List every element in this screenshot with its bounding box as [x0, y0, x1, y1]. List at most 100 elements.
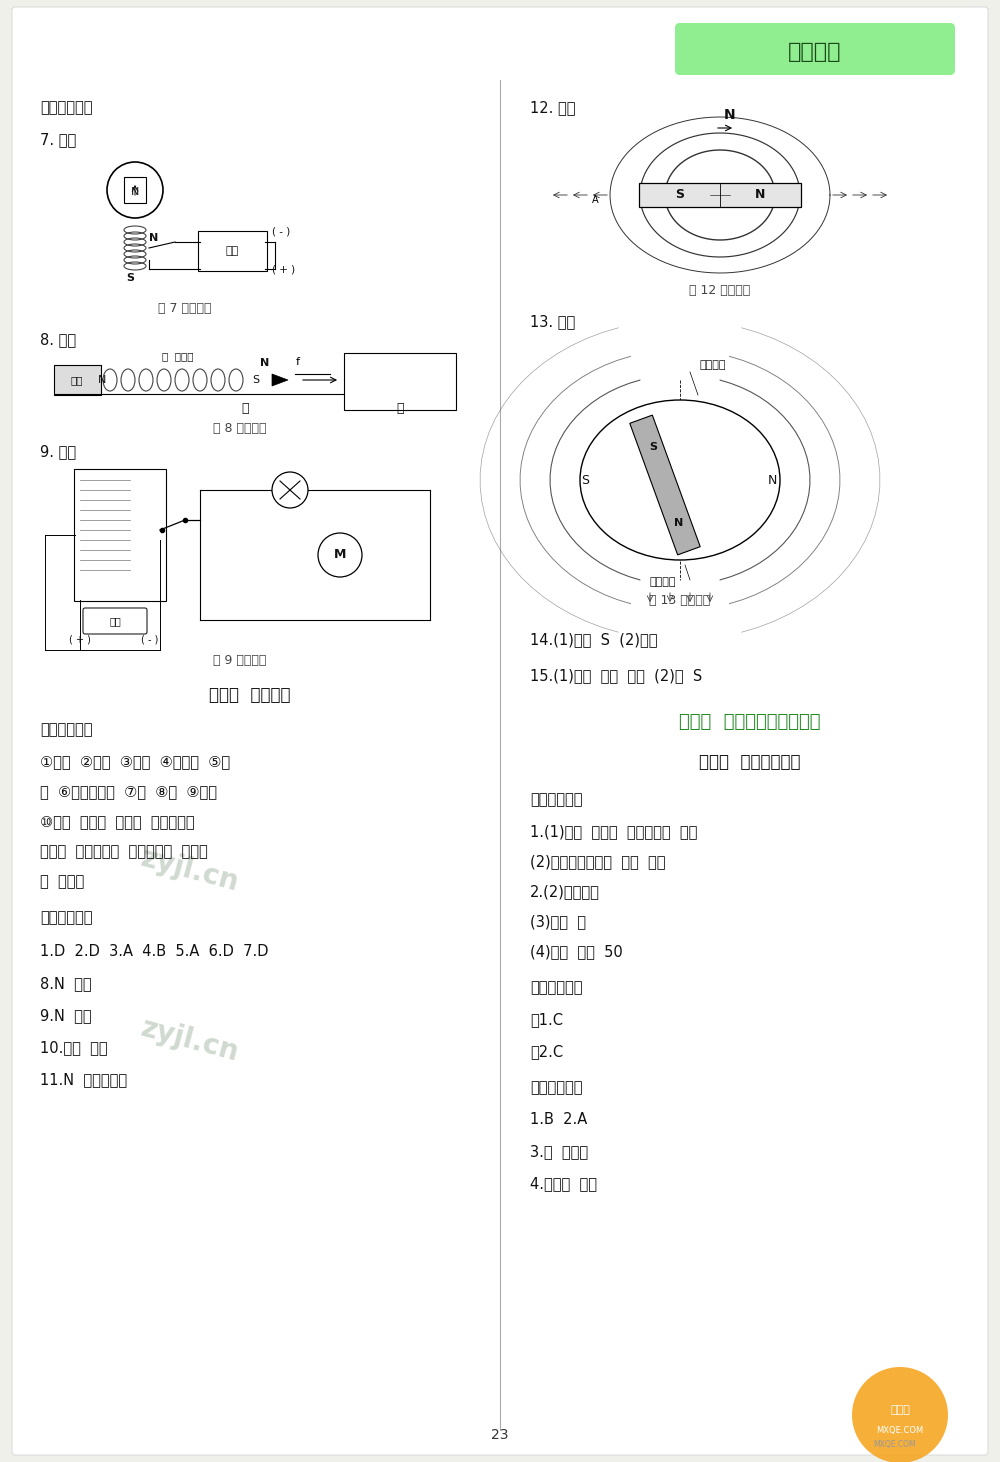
Text: S: S — [676, 189, 684, 202]
Ellipse shape — [103, 368, 117, 390]
Text: 地理南极: 地理南极 — [650, 577, 676, 588]
Text: N: N — [149, 232, 158, 243]
Circle shape — [852, 1367, 948, 1462]
Text: 3.甲  机械能: 3.甲 机械能 — [530, 1145, 588, 1159]
Text: 14.(1)磁场  S  (2)方向: 14.(1)磁场 S (2)方向 — [530, 633, 658, 648]
Text: zyjl.cn: zyjl.cn — [138, 1013, 242, 1066]
Text: 甲  电磁铁: 甲 电磁铁 — [162, 351, 194, 361]
Text: 地理北极: 地理北极 — [700, 360, 726, 370]
Text: 【能力提升】: 【能力提升】 — [40, 101, 92, 115]
Text: 电源: 电源 — [109, 616, 121, 626]
Text: 参考答案: 参考答案 — [788, 42, 842, 61]
Text: N: N — [131, 187, 139, 197]
Text: 7. 如图: 7. 如图 — [40, 133, 76, 148]
Ellipse shape — [175, 368, 189, 390]
Text: 【知识梳理】: 【知识梳理】 — [40, 722, 92, 737]
Text: 23: 23 — [491, 1428, 509, 1442]
Text: 铁  ⑱开关: 铁 ⑱开关 — [40, 874, 84, 889]
Text: N: N — [674, 518, 684, 528]
Text: S: S — [126, 273, 134, 284]
Ellipse shape — [580, 401, 780, 560]
Text: 【知识要点】: 【知识要点】 — [530, 792, 582, 807]
Text: 8. 如图: 8. 如图 — [40, 332, 76, 348]
Text: (3)机械  电: (3)机械 电 — [530, 915, 586, 930]
Text: MXQE.COM: MXQE.COM — [874, 1440, 916, 1449]
Text: 第 7 题答案图: 第 7 题答案图 — [158, 301, 212, 314]
Text: ⑭铁芯  ⑮电流大小  ⑯线圈匝数  ⑰电磁: ⑭铁芯 ⑮电流大小 ⑯线圈匝数 ⑰电磁 — [40, 845, 208, 860]
FancyBboxPatch shape — [54, 366, 101, 395]
Text: ①最强  ②相斥  ③相吸  ④看不见  ⑤曲: ①最强 ②相斥 ③相吸 ④看不见 ⑤曲 — [40, 754, 230, 769]
Text: 2.(2)电磁感应: 2.(2)电磁感应 — [530, 885, 600, 899]
FancyBboxPatch shape — [12, 7, 988, 1455]
FancyBboxPatch shape — [74, 469, 166, 601]
Text: 电源: 电源 — [225, 246, 239, 256]
Text: 第 9 题答案图: 第 9 题答案图 — [213, 654, 267, 667]
Text: 【基础训练】: 【基础训练】 — [530, 1080, 582, 1095]
Ellipse shape — [211, 368, 225, 390]
Text: ( + ): ( + ) — [69, 635, 91, 645]
FancyBboxPatch shape — [198, 231, 267, 270]
Text: 11.N  电路的通断: 11.N 电路的通断 — [40, 1073, 127, 1088]
Text: 答案圈: 答案圈 — [890, 1405, 910, 1415]
Polygon shape — [272, 374, 288, 386]
Text: 15.(1)变大  增多  变强  (2)乙  S: 15.(1)变大 增多 变强 (2)乙 S — [530, 668, 702, 684]
Text: S: S — [252, 374, 260, 385]
Ellipse shape — [139, 368, 153, 390]
Text: 【过关训练】: 【过关训练】 — [40, 911, 92, 925]
Text: 12. 如图: 12. 如图 — [530, 101, 576, 115]
Text: 13. 如图: 13. 如图 — [530, 314, 575, 329]
Text: (4)大小  方向  50: (4)大小 方向 50 — [530, 944, 623, 959]
Text: 第 8 题答案图: 第 8 题答案图 — [213, 421, 267, 434]
Text: f: f — [296, 357, 300, 367]
Text: 第一节  电磁感应现象: 第一节 电磁感应现象 — [699, 753, 801, 770]
Text: 第 13 题答案图: 第 13 题答案图 — [649, 594, 711, 607]
Ellipse shape — [121, 368, 135, 390]
Text: (2)导体的运动方向  磁场  不变: (2)导体的运动方向 磁场 不变 — [530, 854, 666, 870]
Text: 1.D  2.D  3.A  4.B  5.A  6.D  7.D: 1.D 2.D 3.A 4.B 5.A 6.D 7.D — [40, 944, 268, 959]
FancyBboxPatch shape — [639, 183, 801, 208]
Text: 铁块: 铁块 — [71, 374, 83, 385]
Circle shape — [272, 472, 308, 507]
Text: A: A — [592, 194, 598, 205]
Text: ( - ): ( - ) — [272, 227, 290, 237]
FancyBboxPatch shape — [344, 352, 456, 409]
FancyBboxPatch shape — [675, 23, 955, 75]
Text: N: N — [98, 374, 106, 385]
FancyBboxPatch shape — [124, 177, 146, 203]
Text: S: S — [581, 474, 589, 487]
Text: 10.纸外  南北: 10.纸外 南北 — [40, 1041, 108, 1056]
Text: N: N — [767, 474, 777, 487]
Text: 乙: 乙 — [396, 402, 404, 415]
Text: 9.N  北方: 9.N 北方 — [40, 1009, 92, 1023]
Text: 第七章  章末整合: 第七章 章末整合 — [209, 686, 291, 705]
Text: zyjl.cn: zyjl.cn — [138, 844, 242, 896]
FancyBboxPatch shape — [83, 608, 147, 635]
Ellipse shape — [193, 368, 207, 390]
Ellipse shape — [229, 368, 243, 390]
Text: 1.B  2.A: 1.B 2.A — [530, 1113, 587, 1127]
Text: 第八章  电磁相互作用及应用: 第八章 电磁相互作用及应用 — [679, 713, 821, 731]
Text: 8.N  电流: 8.N 电流 — [40, 977, 92, 991]
Ellipse shape — [157, 368, 171, 390]
Text: N: N — [755, 189, 765, 202]
Text: ( - ): ( - ) — [141, 635, 159, 645]
Text: 1.(1)闭合  一部分  切割磁感线  电流: 1.(1)闭合 一部分 切割磁感线 电流 — [530, 825, 697, 839]
Text: 例1.C: 例1.C — [530, 1013, 563, 1028]
Text: ( + ): ( + ) — [272, 265, 295, 273]
Polygon shape — [630, 415, 700, 556]
Text: 【考点解析】: 【考点解析】 — [530, 981, 582, 996]
Text: 第 12 题答案图: 第 12 题答案图 — [689, 284, 751, 297]
Circle shape — [318, 534, 362, 577]
Text: S: S — [649, 442, 657, 452]
Circle shape — [107, 162, 163, 218]
Text: N: N — [260, 358, 270, 368]
Text: 4.发电机  电源: 4.发电机 电源 — [530, 1177, 597, 1192]
Text: 甲: 甲 — [241, 402, 249, 415]
Text: 线  ⑥磁场的强弱  ⑦北  ⑧南  ⑨获得: 线 ⑥磁场的强弱 ⑦北 ⑧南 ⑨获得 — [40, 785, 217, 800]
Text: N: N — [724, 108, 736, 121]
Text: MXQE.COM: MXQE.COM — [876, 1425, 924, 1434]
Text: 例2.C: 例2.C — [530, 1044, 563, 1060]
Text: M: M — [334, 548, 346, 561]
Text: ⑩磁场  ⑪条形  ⑫电流  ⑬安培定则: ⑩磁场 ⑪条形 ⑫电流 ⑬安培定则 — [40, 814, 195, 829]
Text: 9. 如图: 9. 如图 — [40, 444, 76, 459]
